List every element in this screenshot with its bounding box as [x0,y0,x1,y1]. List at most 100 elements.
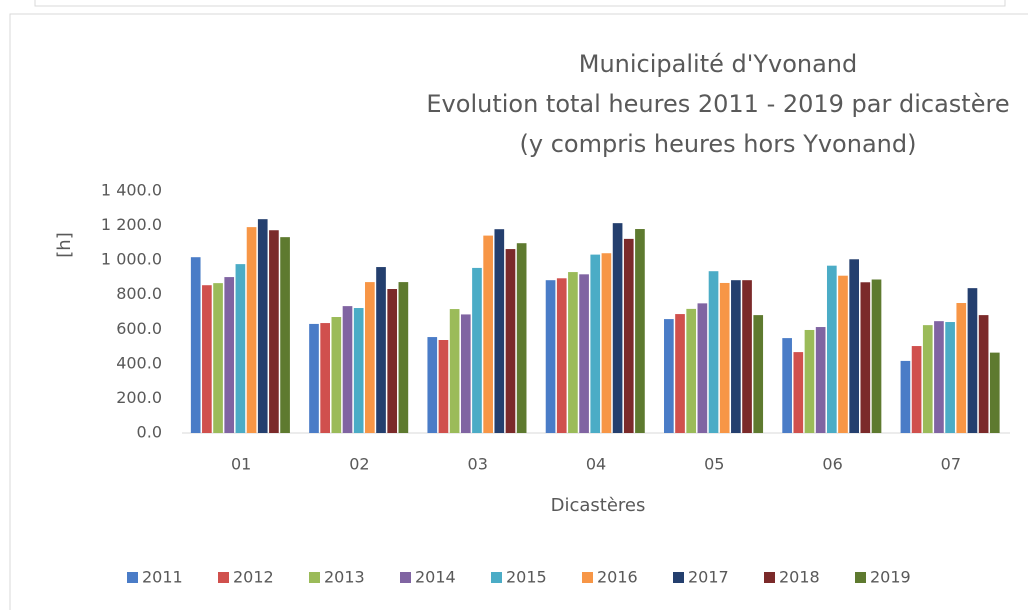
bar [826,265,837,433]
bar [675,314,685,433]
chart-subtitle: (y compris heures hors Yvonand) [520,130,917,158]
bar [269,230,279,433]
bar [556,278,567,433]
y-tick-label: 800.0 [116,284,162,303]
bar [860,282,871,433]
bar [438,340,449,433]
legend-label: 2014 [415,568,456,587]
legend-swatch [400,572,411,583]
bar [472,267,482,433]
bar [449,309,460,433]
bar [849,259,859,433]
legend-swatch [582,572,593,583]
bar [590,254,601,433]
bar [793,352,804,433]
bar [387,289,398,433]
bar [753,315,764,433]
bar [900,360,911,433]
bar [804,329,815,433]
bar [257,219,268,433]
chart-title: Municipalité d'Yvonand [579,50,857,78]
legend-label: 2018 [779,568,820,587]
bar [342,306,353,433]
bar [427,337,438,433]
bar [235,264,246,433]
x-tick-label: 03 [468,455,488,474]
x-tick-label: 01 [231,455,251,474]
legend-swatch [673,572,684,583]
bar [365,282,375,433]
bar [911,346,922,433]
bar [635,229,645,433]
bar [742,280,752,433]
bar [934,321,944,433]
y-tick-label: 1 200.0 [101,215,162,234]
legend-label: 2013 [324,568,365,587]
bar [815,327,826,433]
bar [871,279,882,433]
legend-label: 2019 [870,568,911,587]
y-tick-label: 200.0 [116,388,162,407]
bar [483,235,493,433]
legend-label: 2017 [688,568,729,587]
y-tick-label: 600.0 [116,319,162,338]
x-tick-label: 04 [586,455,606,474]
bar [246,227,257,433]
bar [686,308,697,433]
bar [494,229,505,433]
y-tick-label: 1 400.0 [101,181,162,200]
legend-label: 2012 [233,568,274,587]
bar [202,285,212,433]
bar [838,275,848,433]
bar [516,243,527,433]
bar [989,352,1000,433]
bar [612,223,623,433]
bar [398,282,409,433]
legend-swatch [309,572,320,583]
bar [623,238,634,433]
bar [956,303,967,433]
bar [568,272,578,433]
bar [224,277,235,433]
legend-label: 2011 [142,568,183,587]
bar [376,267,386,433]
legend-swatch [855,572,866,583]
x-tick-label: 02 [349,455,369,474]
x-tick-label: 07 [941,455,961,474]
bar [190,257,201,433]
legend-label: 2015 [506,568,547,587]
bar [320,323,330,433]
bar [601,253,612,433]
legend-label: 2016 [597,568,638,587]
y-tick-label: 400.0 [116,353,162,372]
y-tick-label: 1 000.0 [101,250,162,269]
top-frame [34,0,1006,7]
bar [978,315,989,433]
bar [505,249,516,433]
bar [460,314,471,433]
bar [697,303,708,433]
bar [545,280,556,433]
bar [280,237,290,433]
legend-swatch [764,572,775,583]
bar [719,282,730,433]
bar [708,271,719,433]
bar [664,319,674,433]
bar [731,280,741,433]
x-tick-label: 05 [704,455,724,474]
legend-swatch [127,572,138,583]
bar [353,308,364,433]
bar [967,288,978,433]
legend-swatch [491,572,502,583]
bar [782,338,792,433]
chart-subtitle: Evolution total heures 2011 - 2019 par d… [426,90,1009,118]
legend-swatch [218,572,229,583]
x-axis-label: Dicastères [551,495,646,516]
bar [213,283,223,433]
y-axis-label: [h] [54,232,75,257]
x-tick-label: 06 [822,455,842,474]
bar [331,317,342,433]
bar [579,274,589,433]
